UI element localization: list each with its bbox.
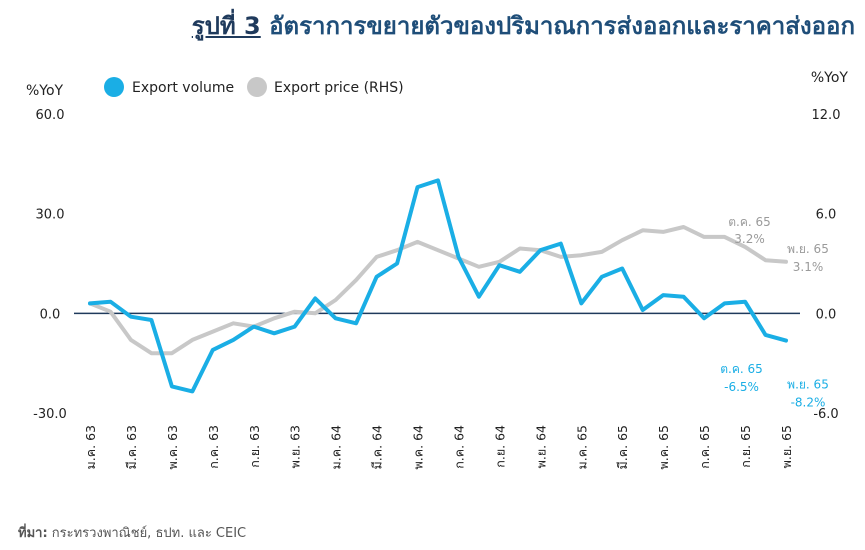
x-tick-label: มี.ค. 65 [615, 425, 630, 469]
annotation-value: 3.2% [734, 232, 765, 246]
series-group [88, 178, 788, 394]
figure-number: รูปที่ 3 [191, 12, 261, 40]
source-note: ที่มา: กระทรวงพาณิชย์, ธปท. และ CEIC [18, 522, 246, 543]
y-right-tick-label: 6.0 [816, 208, 837, 223]
x-tick-label: ม.ค. 64 [329, 425, 344, 469]
annotation-date: ต.ค. 65 [728, 215, 771, 229]
y-left-unit: %YoY [26, 83, 64, 99]
annotation-date: พ.ย. 65 [787, 242, 829, 256]
x-tick-label: มี.ค. 64 [370, 425, 385, 469]
y-left-tick-label: 30.0 [36, 208, 65, 223]
x-tick-label: พ.ค. 64 [411, 425, 426, 469]
source-label: ที่มา: [18, 526, 48, 541]
x-tick-label: ก.ย. 64 [492, 425, 507, 468]
y-right-tick-label: 12.0 [812, 108, 841, 123]
annotations: ต.ค. 65 -6.5% พ.ย. 65 -8.2% ต.ค. 65 3.2% พ.ย. … [720, 215, 829, 409]
y-left-axis: 60.0 30.0 0.0 -30.0 [33, 108, 67, 422]
legend: Export volume Export price (RHS) [104, 77, 404, 97]
y-left-tick-label: -30.0 [33, 407, 67, 422]
x-tick-label: ก.ย. 63 [247, 425, 262, 468]
y-right-axis: 12.0 6.0 0.0 -6.0 [812, 108, 841, 422]
x-tick-label: พ.ย. 64 [533, 425, 548, 468]
source-text: กระทรวงพาณิชย์, ธปท. และ CEIC [51, 526, 247, 541]
legend-volume-label: Export volume [132, 80, 234, 96]
y-right-tick-label: 0.0 [816, 307, 837, 322]
x-tick-label: ก.ค. 63 [206, 425, 221, 469]
series-line-export-volume [88, 178, 788, 394]
series-line-export-price [88, 225, 788, 356]
y-left-tick-label: 60.0 [36, 108, 65, 123]
legend-price-label: Export price (RHS) [274, 80, 404, 96]
legend-volume-swatch [104, 77, 124, 97]
x-axis: ม.ค. 63 มี.ค. 63 พ.ค. 63 ก.ค. 63 ก.ย. 63 พ.ย.… [83, 425, 794, 469]
x-tick-label: พ.ค. 63 [165, 425, 180, 469]
annotation-date: พ.ย. 65 [787, 378, 829, 392]
annotation-date: ต.ค. 65 [720, 362, 763, 376]
legend-price-swatch [247, 77, 267, 97]
x-tick-label: พ.ย. 65 [779, 425, 794, 468]
x-tick-label: ก.ย. 65 [738, 425, 753, 468]
y-right-unit: %YoY [811, 70, 849, 86]
annotation-value: -8.2% [791, 396, 826, 410]
annotation-value: -6.5% [724, 380, 759, 394]
x-tick-label: ก.ค. 65 [697, 425, 712, 469]
x-tick-label: ก.ค. 64 [451, 425, 466, 469]
page-title: รูปที่ 3 อัตราการขยายตัวของปริมาณการส่งอ… [0, 6, 855, 45]
x-tick-label: มี.ค. 63 [124, 425, 139, 469]
x-tick-label: พ.ค. 65 [656, 425, 671, 469]
x-tick-label: ม.ค. 63 [83, 425, 98, 469]
x-tick-label: ม.ค. 65 [574, 425, 589, 469]
y-right-tick-label: -6.0 [813, 407, 838, 422]
x-tick-label: พ.ย. 63 [288, 425, 303, 468]
annotation-value: 3.1% [793, 260, 824, 274]
y-left-tick-label: 0.0 [40, 307, 61, 322]
figure-title-text: อัตราการขยายตัวของปริมาณการส่งออกและราคา… [269, 12, 855, 40]
